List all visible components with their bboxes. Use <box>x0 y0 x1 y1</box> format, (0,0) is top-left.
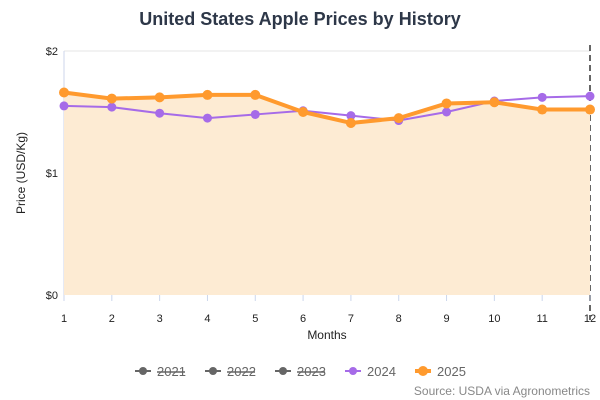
legend-label: 2025 <box>437 364 466 379</box>
x-tick-label: 3 <box>157 313 163 325</box>
data-point <box>441 98 452 109</box>
data-point <box>537 92 547 102</box>
series-line-2024 <box>63 95 591 122</box>
data-point <box>442 107 452 117</box>
data-point <box>250 89 261 100</box>
y-axis-label: Price (USD/Kg) <box>14 132 28 214</box>
legend-item-2021[interactable]: 2021 <box>135 364 186 379</box>
data-point <box>202 113 212 123</box>
x-tick-label: 5 <box>252 313 258 325</box>
x-tick-label: 7 <box>348 313 354 325</box>
data-point <box>107 102 117 112</box>
y-tick-label: $2 <box>46 46 58 58</box>
y-tick-label: $0 <box>46 290 58 302</box>
data-point <box>346 111 356 121</box>
legend-marker <box>209 367 217 375</box>
x-tick-label: 12 <box>584 313 596 325</box>
data-point <box>59 101 69 111</box>
x-tick-label: 11 <box>536 313 547 325</box>
series-2025 <box>59 87 595 128</box>
data-point <box>585 104 595 115</box>
x-tick-label: 4 <box>204 313 210 325</box>
data-point <box>154 92 165 103</box>
x-tick-label: 8 <box>396 313 402 325</box>
data-point <box>537 104 548 115</box>
y-tick-label: $1 <box>46 168 58 180</box>
series-area-2025 <box>64 92 590 295</box>
data-point <box>250 109 260 119</box>
legend-marker <box>349 367 357 375</box>
data-point <box>393 113 404 124</box>
data-point <box>345 117 356 128</box>
data-point <box>202 89 213 100</box>
x-tick-label: 6 <box>300 313 306 325</box>
data-point <box>106 93 117 104</box>
data-point <box>585 91 595 101</box>
data-point <box>59 87 69 98</box>
legend-marker <box>418 366 428 376</box>
legend-label: 2024 <box>367 364 396 379</box>
source-note: Source: USDA via Agronometrics <box>414 384 590 398</box>
legend-marker <box>279 367 287 375</box>
legend-item-2025[interactable]: 2025 <box>415 364 466 379</box>
x-tick-label: 9 <box>443 313 449 325</box>
data-point <box>298 107 309 117</box>
x-axis-label: Months <box>307 328 346 342</box>
chart-title: United States Apple Prices by History <box>139 9 460 29</box>
x-tick-label: 2 <box>109 313 115 325</box>
x-tick-label: 1 <box>61 313 67 325</box>
x-tick-label: 10 <box>488 313 500 325</box>
legend-marker <box>139 367 147 375</box>
data-point <box>489 97 500 108</box>
legend-item-2024[interactable]: 2024 <box>345 364 396 379</box>
legend-item-2022[interactable]: 2022 <box>205 364 256 379</box>
legend-item-2023[interactable]: 2023 <box>275 364 326 379</box>
data-point <box>155 108 165 118</box>
series-line-2025 <box>63 90 590 125</box>
